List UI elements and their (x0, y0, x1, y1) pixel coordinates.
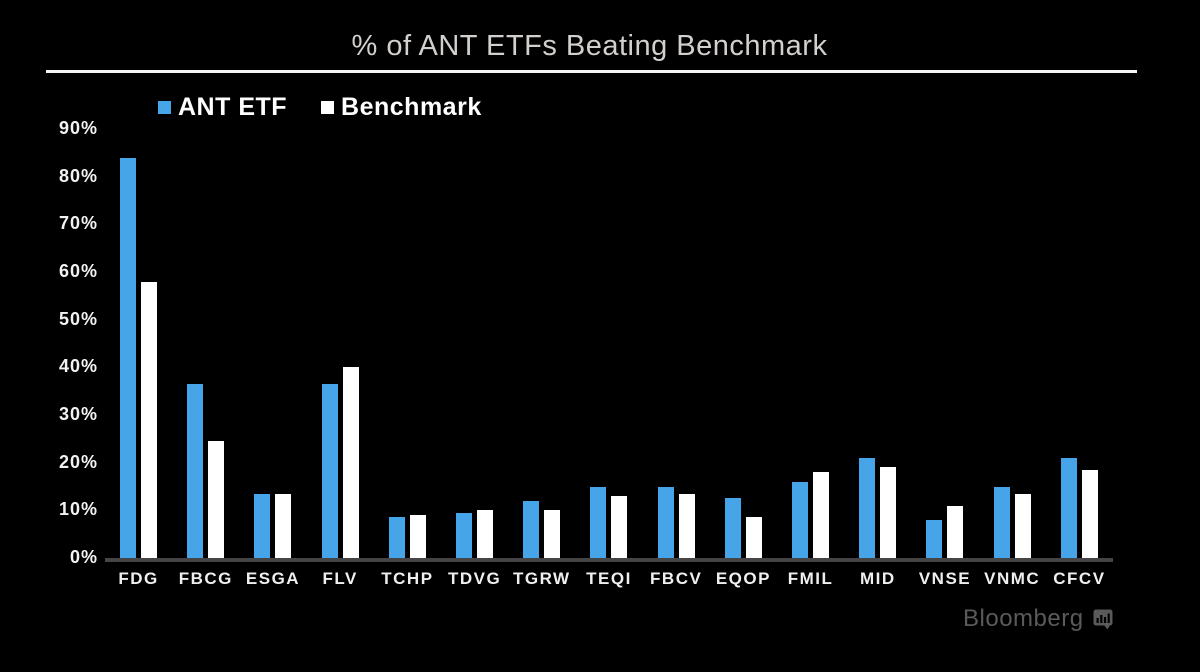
bar-ant-etf (120, 157, 137, 558)
y-axis-tick-label: 20% (58, 451, 98, 472)
bar-benchmark (141, 281, 158, 558)
bar-group-vnse (911, 129, 978, 558)
bloomberg-terminal-icon (1093, 609, 1113, 629)
chart-legend: ANT ETF Benchmark (158, 93, 482, 122)
bar-benchmark (880, 467, 897, 558)
y-axis-tick-label: 40% (58, 356, 98, 377)
bar-ant-etf (993, 486, 1010, 558)
y-axis-tick-label: 80% (58, 165, 98, 186)
plot-area (105, 129, 1113, 558)
bar-group-mid (844, 129, 911, 558)
bar-ant-etf (321, 384, 338, 558)
bar-ant-etf (1060, 457, 1077, 558)
y-axis-tick-label: 10% (58, 499, 98, 520)
legend-label: ANT ETF (178, 93, 288, 121)
y-axis-tick-label: 0% (69, 547, 98, 567)
bar-group-vnmc (979, 129, 1046, 558)
bar-benchmark (208, 441, 225, 558)
bar-group-tchp (374, 129, 441, 558)
bar-ant-etf (388, 517, 405, 558)
bar-group-tgrw (508, 129, 575, 558)
bar-benchmark (745, 517, 762, 558)
bar-benchmark (477, 510, 494, 558)
x-axis-label-esga: ESGA (245, 569, 301, 588)
x-axis-label-tchp: TCHP (381, 569, 434, 588)
bar-group-fbcv (643, 129, 710, 558)
x-axis-label-eqop: EQOP (715, 569, 771, 588)
bar-benchmark (1081, 469, 1098, 558)
x-axis-label-mid: MID (859, 569, 896, 588)
bar-benchmark (544, 510, 561, 558)
x-axis-label-teqi: TEQI (586, 569, 632, 588)
title-divider-line (46, 70, 1137, 73)
x-axis-label-flv: FLV (322, 569, 358, 588)
bar-ant-etf (859, 457, 876, 558)
legend-item-benchmark: Benchmark (321, 93, 482, 122)
bar-group-esga (239, 129, 306, 558)
bar-group-fmil (777, 129, 844, 558)
bar-ant-etf (724, 498, 741, 558)
y-axis-tick-label: 60% (58, 261, 98, 281)
x-axis-line (105, 558, 1113, 562)
bar-benchmark (275, 493, 292, 558)
bar-benchmark (678, 493, 695, 558)
bar-ant-etf (523, 500, 540, 558)
x-axis-label-vnse: VNSE (918, 569, 972, 588)
bar-group-teqi (575, 129, 642, 558)
bar-ant-etf (926, 519, 943, 558)
x-axis-label-tgrw: TGRW (512, 569, 571, 588)
legend-label: Benchmark (341, 93, 482, 121)
bar-ant-etf (792, 481, 809, 558)
x-axis-label-fbcg: FBCG (178, 569, 233, 588)
legend-item-ant-etf: ANT ETF (158, 93, 287, 122)
bar-ant-etf (456, 512, 473, 558)
bar-group-eqop (710, 129, 777, 558)
x-axis-label-fdg: FDG (118, 569, 159, 588)
bar-ant-etf (657, 486, 674, 558)
bloomberg-branding: Bloomberg (963, 605, 1113, 633)
bar-group-flv (307, 129, 374, 558)
bar-benchmark (611, 496, 628, 558)
x-axis-label-cfcv: CFCV (1053, 569, 1106, 588)
bar-benchmark (342, 367, 359, 558)
x-axis-label-tdvg: TDVG (447, 569, 502, 588)
y-axis-tick-label: 70% (58, 213, 98, 234)
bar-ant-etf (590, 486, 607, 558)
x-axis-label-vnmc: VNMC (984, 569, 1041, 588)
bar-ant-etf (254, 493, 271, 558)
x-axis-label-fbcv: FBCV (650, 569, 703, 588)
bar-benchmark (947, 505, 964, 558)
bar-group-cfcv (1046, 129, 1113, 558)
bar-group-fbcg (172, 129, 239, 558)
bar-group-fdg (105, 129, 172, 558)
legend-swatch-icon (321, 101, 335, 114)
legend-swatch-icon (158, 101, 171, 114)
y-axis-tick-label: 30% (58, 404, 98, 424)
bar-benchmark (1014, 493, 1031, 558)
bar-benchmark (813, 472, 830, 558)
bar-ant-etf (187, 384, 204, 558)
chart-title: % of ANT ETFs Beating Benchmark (351, 30, 828, 62)
y-axis-tick-label: 90% (58, 118, 98, 138)
y-axis-tick-label: 50% (58, 308, 98, 329)
bar-group-tdvg (441, 129, 508, 558)
bar-benchmark (409, 515, 426, 558)
x-axis-label-fmil: FMIL (787, 569, 834, 588)
bloomberg-wordmark: Bloomberg (963, 605, 1084, 632)
